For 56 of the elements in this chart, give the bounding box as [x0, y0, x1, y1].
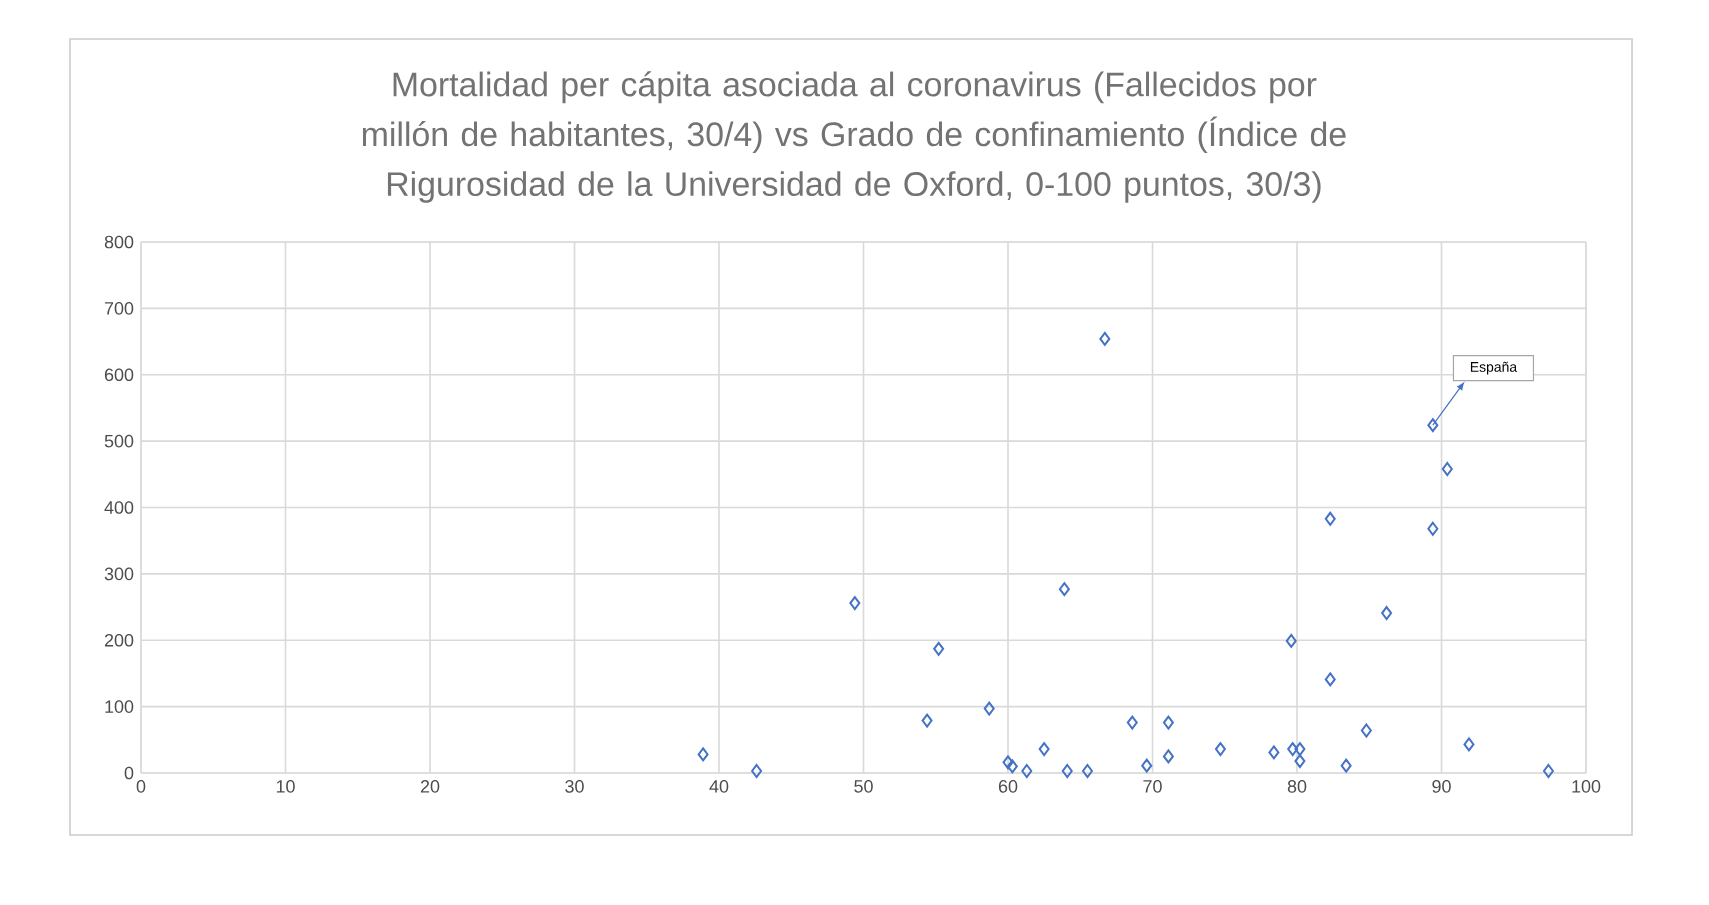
point	[1441, 462, 1453, 476]
point	[1126, 715, 1138, 730]
point	[1324, 511, 1336, 526]
point	[1294, 754, 1306, 769]
point	[1285, 633, 1297, 648]
point	[1268, 745, 1280, 760]
y-tick-label: 800	[104, 235, 134, 249]
point	[1162, 749, 1174, 764]
point	[1038, 742, 1050, 757]
point	[1002, 755, 1014, 770]
y-tick-label: 500	[104, 434, 134, 448]
x-tick-label: 50	[854, 780, 873, 793]
y-tick-label: 400	[104, 501, 134, 514]
point	[697, 747, 709, 762]
x-tick-label: 40	[709, 780, 729, 793]
chart-title: Mortalidad per cápita asociada al coronavirus (Fallecidos por millón de habitantes, 30/4) vs Grado de confinamiento (Índice de Rigurosidad de la Universidad de Oxford, 0-100 puntos, 30/3)	[362, 71, 1346, 203]
y-tick-label: 0	[124, 766, 134, 780]
point	[751, 764, 763, 779]
point	[1427, 521, 1439, 536]
y-tick-label: 700	[104, 302, 134, 315]
x-tick-label: 20	[420, 780, 440, 793]
point	[1324, 672, 1336, 687]
point	[1058, 582, 1070, 597]
point	[1340, 758, 1352, 773]
point	[1381, 606, 1393, 621]
point	[1427, 418, 1439, 433]
point	[849, 596, 861, 611]
point	[1360, 723, 1372, 738]
x-tick-label: 80	[1287, 780, 1307, 793]
point	[933, 641, 945, 656]
point	[921, 713, 933, 728]
point	[1141, 758, 1153, 773]
y-tick-label: 300	[104, 567, 134, 581]
point	[1099, 331, 1111, 346]
point	[1021, 764, 1033, 779]
point	[1162, 715, 1174, 730]
x-tick-label: 0	[136, 780, 146, 793]
point	[1061, 764, 1073, 779]
point	[1214, 742, 1226, 757]
annotation: España	[1470, 361, 1518, 375]
y-tick-label: 200	[104, 633, 134, 647]
y-tick-label: 100	[105, 700, 134, 713]
point	[1542, 764, 1554, 779]
point	[983, 701, 995, 716]
x-tick-label: 30	[565, 780, 584, 793]
point	[1006, 759, 1018, 774]
point	[1081, 764, 1093, 779]
y-tick-label: 600	[104, 368, 134, 382]
x-tick-label: 60	[998, 780, 1018, 793]
x-tick-label: 90	[1432, 780, 1451, 793]
point	[1463, 737, 1475, 752]
x-tick-label: 100	[1572, 780, 1601, 793]
x-tick-label: 10	[276, 780, 295, 793]
point	[1294, 742, 1306, 757]
point	[1287, 742, 1299, 757]
x-tick-label: 70	[1143, 780, 1162, 793]
